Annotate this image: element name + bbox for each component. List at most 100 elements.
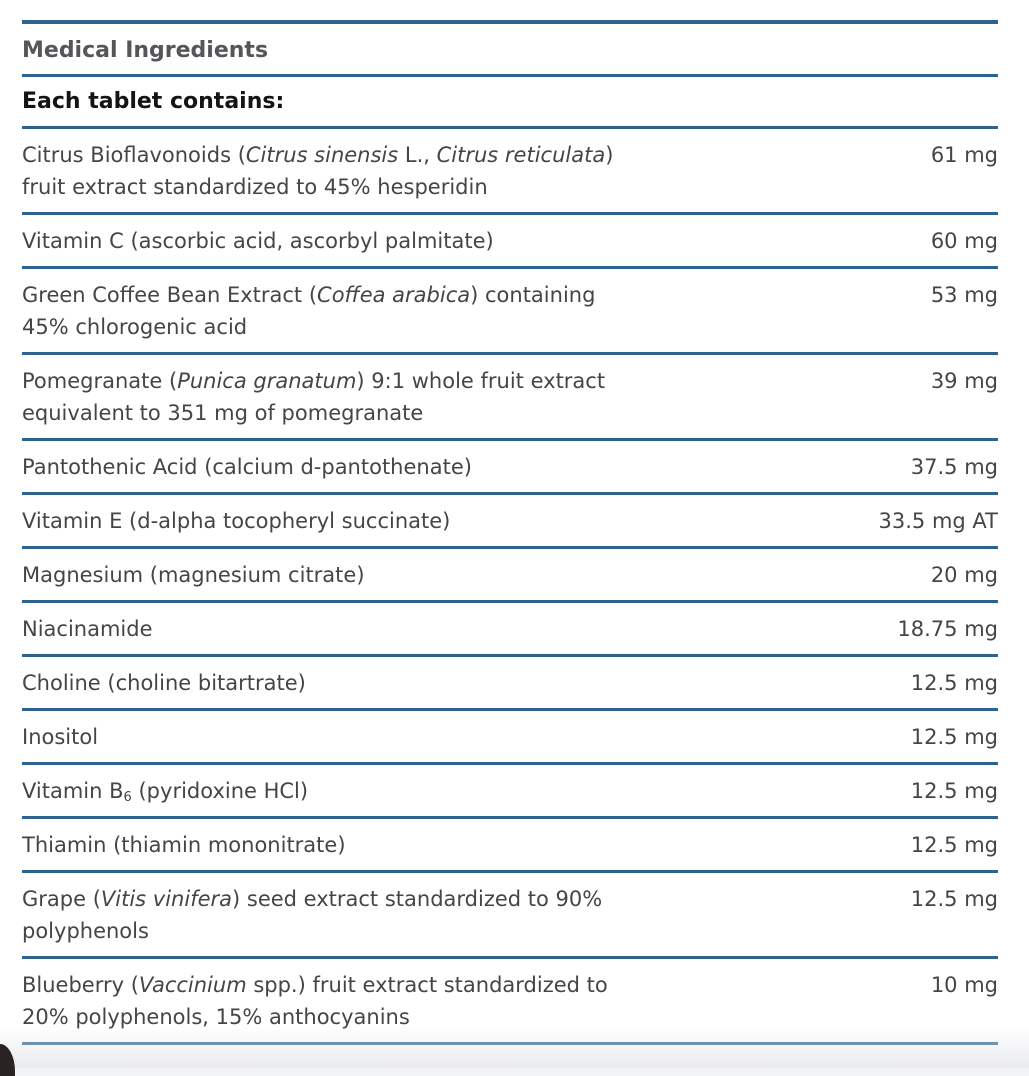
ingredient-name: Pantothenic Acid (calcium d-pantothenate… bbox=[22, 451, 472, 483]
species-name: Citrus sinensis bbox=[245, 143, 399, 167]
ingredient-text: Citrus Bioflavonoids ( bbox=[22, 143, 246, 167]
ingredient-text: 20% polyphenols, 15% anthocyanins bbox=[22, 1005, 410, 1029]
ingredient-text: Pomegranate ( bbox=[22, 369, 178, 393]
ingredients-table: Citrus Bioflavonoids (Citrus sinensis L.… bbox=[22, 129, 998, 1045]
medical-ingredients-panel: Medical Ingredients Each tablet contains… bbox=[22, 20, 998, 1045]
ingredient-name-line: equivalent to 351 mg of pomegranate bbox=[22, 397, 605, 429]
ingredient-name-line: Thiamin (thiamin mononitrate) bbox=[22, 829, 346, 861]
ingredient-text: Thiamin (thiamin mononitrate) bbox=[22, 833, 346, 857]
ingredient-text: polyphenols bbox=[22, 919, 149, 943]
ingredient-name-line: Inositol bbox=[22, 721, 98, 753]
ingredient-name-line: Vitamin B6 (pyridoxine HCl) bbox=[22, 775, 308, 807]
ingredient-row: Thiamin (thiamin mononitrate) 12.5 mg bbox=[22, 819, 998, 873]
ingredient-name-line: Grape (Vitis vinifera) seed extract stan… bbox=[22, 883, 602, 915]
top-divider bbox=[22, 20, 998, 24]
ingredient-name-line: Citrus Bioflavonoids (Citrus sinensis L.… bbox=[22, 139, 613, 171]
ingredient-amount: 33.5 mg AT bbox=[878, 509, 998, 533]
bottom-left-floating-button-fragment[interactable] bbox=[0, 1044, 15, 1076]
title-divider bbox=[22, 74, 998, 77]
ingredient-name: Vitamin E (d-alpha tocopheryl succinate) bbox=[22, 505, 450, 537]
ingredient-row: Magnesium (magnesium citrate) 20 mg bbox=[22, 549, 998, 603]
subscript-text: 6 bbox=[123, 789, 132, 805]
ingredient-row: Pomegranate (Punica granatum) 9:1 whole … bbox=[22, 355, 998, 441]
ingredient-name-line: Vitamin C (ascorbic acid, ascorbyl palmi… bbox=[22, 225, 494, 257]
ingredient-amount: 12.5 mg bbox=[910, 725, 998, 749]
ingredient-name-line: Magnesium (magnesium citrate) bbox=[22, 559, 365, 591]
ingredient-name: Vitamin B6 (pyridoxine HCl) bbox=[22, 775, 308, 807]
ingredient-amount: 60 mg bbox=[930, 229, 998, 253]
ingredient-name-line: Pomegranate (Punica granatum) 9:1 whole … bbox=[22, 365, 605, 397]
ingredient-text: ) bbox=[605, 143, 614, 167]
ingredient-name-line: fruit extract standardized to 45% hesper… bbox=[22, 171, 613, 203]
ingredient-text: ) 9:1 whole fruit extract bbox=[356, 369, 606, 393]
ingredient-text: Grape ( bbox=[22, 887, 101, 911]
ingredient-name: Inositol bbox=[22, 721, 98, 753]
section-title: Medical Ingredients bbox=[22, 38, 269, 63]
ingredient-row: Vitamin C (ascorbic acid, ascorbyl palmi… bbox=[22, 215, 998, 269]
ingredient-amount: 53 mg bbox=[930, 283, 998, 307]
ingredient-text: ) seed extract standardized to 90% bbox=[232, 887, 603, 911]
species-name: Coffea arabica bbox=[317, 283, 471, 307]
subtitle-divider bbox=[22, 126, 998, 129]
ingredient-name-line: Vitamin E (d-alpha tocopheryl succinate) bbox=[22, 505, 450, 537]
ingredient-amount: 61 mg bbox=[930, 143, 998, 167]
species-name: Vitis vinifera bbox=[100, 887, 233, 911]
ingredient-row: Choline (choline bitartrate) 12.5 mg bbox=[22, 657, 998, 711]
ingredient-name: Magnesium (magnesium citrate) bbox=[22, 559, 365, 591]
ingredient-text: Magnesium (magnesium citrate) bbox=[22, 563, 365, 587]
ingredient-text: fruit extract standardized to 45% hesper… bbox=[22, 175, 488, 199]
ingredient-name-line: Green Coffee Bean Extract (Coffea arabic… bbox=[22, 279, 595, 311]
ingredient-text: L., bbox=[398, 143, 437, 167]
ingredient-amount: 12.5 mg bbox=[910, 779, 998, 803]
ingredient-name: Pomegranate (Punica granatum) 9:1 whole … bbox=[22, 365, 605, 429]
ingredient-row: Pantothenic Acid (calcium d-pantothenate… bbox=[22, 441, 998, 495]
species-name: Punica granatum bbox=[177, 369, 357, 393]
ingredient-amount: 12.5 mg bbox=[910, 671, 998, 695]
ingredient-text: 45% chlorogenic acid bbox=[22, 315, 248, 339]
ingredient-amount: 12.5 mg bbox=[910, 887, 998, 911]
ingredient-row: Vitamin B6 (pyridoxine HCl) 12.5 mg bbox=[22, 765, 998, 819]
ingredient-amount: 18.75 mg bbox=[897, 617, 998, 641]
species-name: Citrus reticulata bbox=[436, 143, 606, 167]
ingredient-name: Blueberry (Vaccinium spp.) fruit extract… bbox=[22, 969, 608, 1033]
ingredient-text: ) containing bbox=[470, 283, 596, 307]
ingredient-name-line: 20% polyphenols, 15% anthocyanins bbox=[22, 1001, 608, 1033]
ingredient-name: Niacinamide bbox=[22, 613, 153, 645]
ingredient-text: Green Coffee Bean Extract ( bbox=[22, 283, 318, 307]
ingredient-text: Vitamin B bbox=[22, 779, 124, 803]
ingredient-text: Niacinamide bbox=[22, 617, 153, 641]
supplement-facts-page: Medical Ingredients Each tablet contains… bbox=[0, 20, 1029, 1076]
each-tablet-contains-label: Each tablet contains: bbox=[22, 89, 285, 114]
ingredient-row: Niacinamide 18.75 mg bbox=[22, 603, 998, 657]
ingredient-amount: 20 mg bbox=[930, 563, 998, 587]
ingredient-row: Vitamin E (d-alpha tocopheryl succinate)… bbox=[22, 495, 998, 549]
ingredient-name: Citrus Bioflavonoids (Citrus sinensis L.… bbox=[22, 139, 613, 203]
ingredient-name: Thiamin (thiamin mononitrate) bbox=[22, 829, 346, 861]
ingredient-amount: 37.5 mg bbox=[910, 455, 998, 479]
ingredient-amount: 39 mg bbox=[930, 369, 998, 393]
ingredient-text: (pyridoxine HCl) bbox=[131, 779, 309, 803]
species-name: Vaccinium bbox=[138, 973, 247, 997]
ingredient-name: Grape (Vitis vinifera) seed extract stan… bbox=[22, 883, 602, 947]
ingredient-text: Vitamin C (ascorbic acid, ascorbyl palmi… bbox=[22, 229, 494, 253]
ingredient-row: Grape (Vitis vinifera) seed extract stan… bbox=[22, 873, 998, 959]
ingredient-name-line: Pantothenic Acid (calcium d-pantothenate… bbox=[22, 451, 472, 483]
ingredient-name-line: Niacinamide bbox=[22, 613, 153, 645]
ingredient-text: Inositol bbox=[22, 725, 99, 749]
ingredient-name: Vitamin C (ascorbic acid, ascorbyl palmi… bbox=[22, 225, 494, 257]
ingredient-text: Vitamin E (d-alpha tocopheryl succinate) bbox=[22, 509, 451, 533]
ingredient-name: Green Coffee Bean Extract (Coffea arabic… bbox=[22, 279, 595, 343]
ingredient-name-line: Blueberry (Vaccinium spp.) fruit extract… bbox=[22, 969, 608, 1001]
ingredient-name-line: Choline (choline bitartrate) bbox=[22, 667, 306, 699]
ingredient-text: Choline (choline bitartrate) bbox=[22, 671, 306, 695]
ingredient-name-line: 45% chlorogenic acid bbox=[22, 311, 595, 343]
ingredient-amount: 10 mg bbox=[930, 973, 998, 997]
ingredient-name: Choline (choline bitartrate) bbox=[22, 667, 306, 699]
ingredient-amount: 12.5 mg bbox=[910, 833, 998, 857]
ingredient-row: Green Coffee Bean Extract (Coffea arabic… bbox=[22, 269, 998, 355]
ingredient-text: spp.) fruit extract standardized to bbox=[246, 973, 608, 997]
ingredient-text: Blueberry ( bbox=[22, 973, 139, 997]
ingredient-row: Blueberry (Vaccinium spp.) fruit extract… bbox=[22, 959, 998, 1045]
ingredient-text: Pantothenic Acid (calcium d-pantothenate… bbox=[22, 455, 472, 479]
ingredient-text: equivalent to 351 mg of pomegranate bbox=[22, 401, 424, 425]
